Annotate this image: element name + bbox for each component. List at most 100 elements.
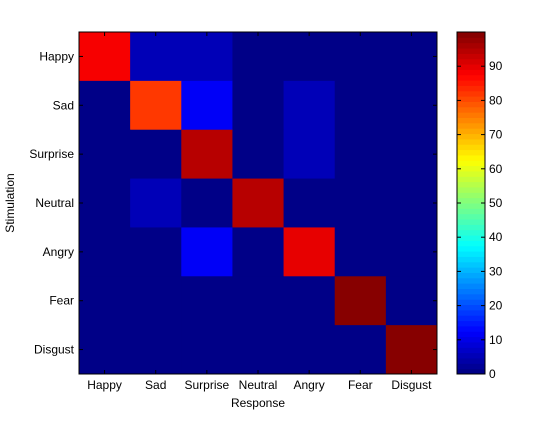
heatmap-cell bbox=[232, 325, 285, 375]
colorbar-tick-label: 0 bbox=[489, 367, 496, 381]
colorbar-segment bbox=[457, 96, 485, 102]
heatmap-cell bbox=[283, 227, 336, 277]
colorbar-segment bbox=[457, 192, 485, 199]
heatmap-cell bbox=[385, 129, 438, 180]
colorbar-segment bbox=[457, 261, 485, 268]
heatmap-cell bbox=[283, 129, 336, 180]
heatmap-cell bbox=[232, 178, 285, 228]
colorbar-segment bbox=[457, 293, 485, 300]
heatmap-cell bbox=[130, 325, 182, 375]
colorbar-tick-label: 20 bbox=[489, 299, 503, 313]
colorbar-segment bbox=[457, 90, 485, 97]
colorbar-segment bbox=[457, 186, 485, 193]
colorbar-segment bbox=[457, 357, 485, 364]
colorbar-segment bbox=[457, 58, 485, 65]
heatmap-cell bbox=[79, 276, 131, 326]
colorbar-segment bbox=[457, 160, 485, 167]
colorbar-segment bbox=[457, 106, 485, 113]
colorbar-segment bbox=[457, 341, 485, 348]
x-tick-label: Happy bbox=[87, 378, 122, 392]
colorbar-segment bbox=[457, 37, 485, 44]
colorbar-segment bbox=[457, 245, 485, 252]
colorbar-segment bbox=[457, 48, 485, 54]
y-tick-label: Disgust bbox=[34, 343, 75, 357]
heatmap-cell bbox=[79, 227, 131, 277]
colorbar-tick-label: 70 bbox=[489, 128, 503, 142]
colorbar-segment bbox=[457, 80, 485, 86]
colorbar-segment bbox=[457, 117, 485, 124]
heatmap-cell bbox=[130, 178, 182, 228]
heatmap-cell bbox=[79, 325, 131, 375]
y-tick-marks bbox=[79, 55, 437, 351]
heatmap-cell bbox=[130, 227, 182, 277]
y-tick-label: Angry bbox=[43, 245, 74, 259]
heatmap-cell bbox=[79, 80, 131, 131]
colorbar-segment bbox=[457, 267, 485, 273]
colorbar-segment bbox=[457, 251, 485, 257]
colorbar-segment bbox=[457, 347, 485, 354]
colorbar-segment bbox=[457, 64, 485, 70]
y-tick-label: Neutral bbox=[35, 196, 74, 210]
heatmap-cell bbox=[283, 325, 336, 375]
colorbar-segment bbox=[457, 304, 485, 311]
colorbar-segment bbox=[457, 256, 485, 263]
heatmap-cell bbox=[283, 32, 336, 82]
colorbar-segment bbox=[457, 133, 485, 140]
heatmap-cell bbox=[79, 32, 131, 82]
heatmap-cell bbox=[283, 178, 336, 228]
heatmap-cell bbox=[385, 276, 438, 326]
colorbar-segment bbox=[457, 69, 485, 76]
colorbar-segment bbox=[457, 299, 485, 306]
y-tick-labels: Happy Sad Surprise Neutral Angry Fear Disgust bbox=[29, 49, 74, 356]
heatmap-cell bbox=[130, 80, 182, 131]
x-tick-label: Angry bbox=[293, 378, 324, 392]
y-tick-label: Fear bbox=[49, 294, 74, 308]
colorbar-segment bbox=[457, 320, 485, 327]
y-axis-label: Stimulation bbox=[3, 173, 17, 232]
colorbar-segment bbox=[457, 272, 485, 279]
x-tick-label: Surprise bbox=[185, 378, 230, 392]
colorbar-segment bbox=[457, 336, 485, 343]
colorbar-segment bbox=[457, 283, 485, 289]
heatmap-cell bbox=[79, 178, 131, 228]
heatmap-cell bbox=[334, 32, 387, 82]
heatmap-cell bbox=[181, 178, 233, 228]
x-axis-label: Response bbox=[231, 396, 285, 410]
colorbar-segment bbox=[457, 325, 485, 332]
x-tick-label: Fear bbox=[348, 378, 373, 392]
colorbar-segment bbox=[457, 235, 485, 241]
colorbar-segment bbox=[457, 85, 485, 92]
heatmap-cell bbox=[130, 32, 182, 82]
heatmap-cell bbox=[232, 32, 285, 82]
heatmap-cell bbox=[181, 80, 233, 131]
colorbar-tick-label: 40 bbox=[489, 230, 503, 244]
colorbar-segment bbox=[457, 240, 485, 247]
colorbar-tick-label: 90 bbox=[489, 59, 503, 73]
heatmap-cell bbox=[181, 129, 233, 180]
colorbar-segment bbox=[457, 181, 485, 188]
heatmap-cell bbox=[283, 80, 336, 131]
colorbar-segment bbox=[457, 101, 485, 108]
heatmap-cell bbox=[334, 276, 387, 326]
colorbar-tick-label: 80 bbox=[489, 93, 503, 107]
heatmap-cell bbox=[181, 227, 233, 277]
colorbar-tick-label: 10 bbox=[489, 333, 503, 347]
colorbar-tick-marks bbox=[457, 65, 485, 375]
colorbar-segment bbox=[457, 368, 485, 375]
colorbar-segment bbox=[457, 122, 485, 129]
colorbar-segment bbox=[457, 165, 485, 172]
colorbar-segment bbox=[457, 219, 485, 225]
heatmap-cell bbox=[232, 276, 285, 326]
heatmap-cell bbox=[334, 227, 387, 277]
colorbar-segment bbox=[457, 288, 485, 295]
colorbar-segment bbox=[457, 331, 485, 338]
x-tick-label: Sad bbox=[145, 378, 166, 392]
colorbar-segment bbox=[457, 112, 485, 118]
heatmap-cells bbox=[79, 32, 438, 375]
colorbar bbox=[457, 32, 485, 375]
heatmap-cell bbox=[283, 276, 336, 326]
heatmap-cell bbox=[385, 80, 438, 131]
x-tick-labels: Happy Sad Surprise Neutral Angry Fear Disgust bbox=[87, 378, 432, 392]
colorbar-segment bbox=[457, 138, 485, 145]
